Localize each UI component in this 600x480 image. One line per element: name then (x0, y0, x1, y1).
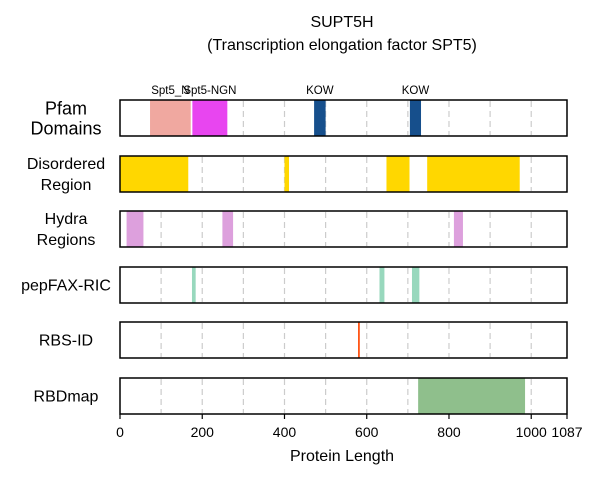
track-frame (119, 321, 568, 359)
track-5: RBDmap (34, 377, 568, 415)
track-frame (119, 155, 568, 193)
x-tick-label: 1000 (516, 424, 547, 440)
x-tick-label: 1087 (551, 424, 582, 440)
segment (411, 267, 420, 303)
track-label: Domains (30, 118, 101, 138)
segment (150, 100, 191, 136)
track-4: RBS-ID (39, 321, 568, 359)
segment (386, 156, 410, 192)
segment-label: KOW (402, 85, 430, 97)
segment (126, 211, 144, 247)
chart-subtitle: (Transcription elongation factor SPT5) (207, 37, 477, 54)
x-tick-label: 600 (355, 424, 379, 440)
track-label: RBS-ID (39, 333, 93, 350)
segment-label: Spt5_N (151, 85, 189, 97)
chart-title: SUPT5H (310, 14, 373, 31)
segment (191, 267, 196, 303)
track-label: RBDmap (34, 389, 99, 406)
segment-label: Spt5-NGN (183, 85, 236, 97)
segment (453, 211, 463, 247)
track-3: pepFAX-RIC (21, 266, 568, 304)
track-background (120, 267, 567, 303)
segment (379, 267, 385, 303)
segment (427, 156, 520, 192)
track-2: Hydra Regions (37, 210, 568, 249)
segment (358, 322, 360, 358)
track-label: Pfam (45, 98, 87, 118)
track-frame (119, 99, 568, 137)
track-label: Hydra (45, 211, 88, 228)
track-label: Disordered (27, 156, 105, 173)
track-background (120, 322, 567, 358)
x-tick-label: 0 (116, 424, 124, 440)
x-axis: 0 200 400 600 800 1000 1087 (116, 414, 583, 440)
segment (409, 100, 422, 136)
x-tick-label: 400 (273, 424, 297, 440)
x-tick-label: 800 (437, 424, 461, 440)
segment (222, 211, 234, 247)
x-axis-label: Protein Length (290, 448, 394, 465)
track-frame (119, 210, 568, 248)
track-frame (119, 266, 568, 304)
segment (192, 100, 228, 136)
segment (418, 378, 526, 414)
track-frame (119, 377, 568, 415)
segment (284, 156, 290, 192)
track-label: Regions (37, 232, 96, 249)
segment (120, 156, 189, 192)
segment-label: KOW (306, 85, 334, 97)
track-1: Disordered Region (27, 155, 568, 194)
x-tick-label: 200 (191, 424, 215, 440)
track-label: Region (41, 177, 92, 194)
track-label: pepFAX-RIC (21, 278, 111, 295)
segment (314, 100, 326, 136)
track-background (120, 211, 567, 247)
